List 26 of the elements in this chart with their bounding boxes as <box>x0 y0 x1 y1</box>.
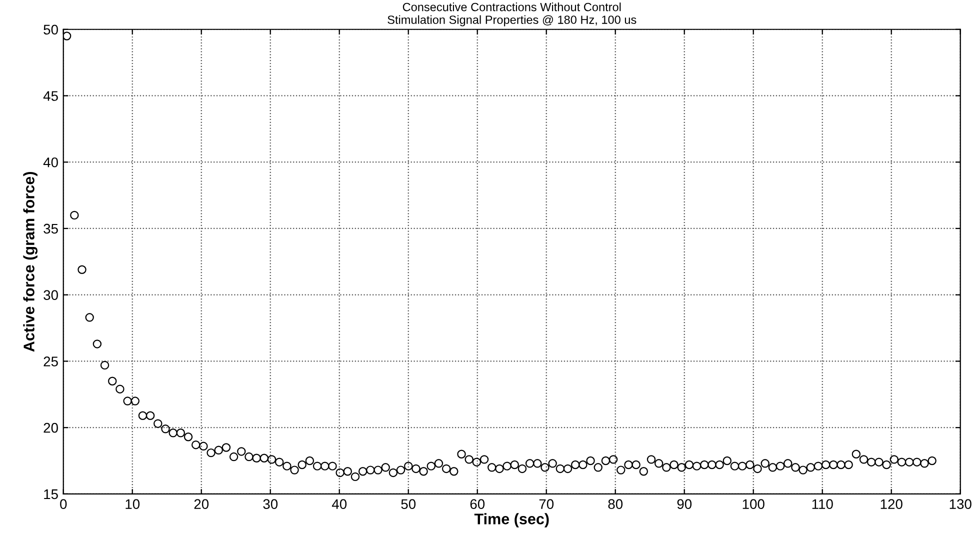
x-tick-label: 20 <box>194 499 209 510</box>
x-tick-label: 120 <box>880 499 902 510</box>
y-axis-title: Active force (gram force) <box>23 172 38 352</box>
x-tick-label: 10 <box>126 499 140 510</box>
x-tick-label: 100 <box>742 499 764 510</box>
x-tick-label: 0 <box>60 499 67 510</box>
y-tick-label: 20 <box>44 422 58 433</box>
y-tick-label: 35 <box>44 224 58 234</box>
x-tick-label: 50 <box>401 499 416 510</box>
y-tick-label: 25 <box>44 356 58 366</box>
y-tick-label: 50 <box>44 24 58 35</box>
x-axis-title: Time (sec) <box>474 513 549 528</box>
x-tick-label: 90 <box>677 499 692 510</box>
y-tick-label: 30 <box>44 290 58 300</box>
chart-subtitle: Stimulation Signal Properties @ 180 Hz, 100 us <box>388 15 636 26</box>
x-tick-label: 130 <box>950 499 972 510</box>
x-tick-label: 70 <box>539 499 554 510</box>
y-tick-label: 15 <box>44 489 58 500</box>
x-tick-label: 30 <box>263 499 278 510</box>
x-tick-label: 80 <box>608 499 623 510</box>
x-tick-label: 60 <box>470 499 485 510</box>
y-tick-label: 45 <box>43 91 58 101</box>
x-tick-label: 110 <box>812 499 833 510</box>
chart-title: Consecutive Contractions Without Control <box>402 2 621 12</box>
x-tick-label: 40 <box>332 499 347 510</box>
y-tick-label: 40 <box>43 157 58 168</box>
